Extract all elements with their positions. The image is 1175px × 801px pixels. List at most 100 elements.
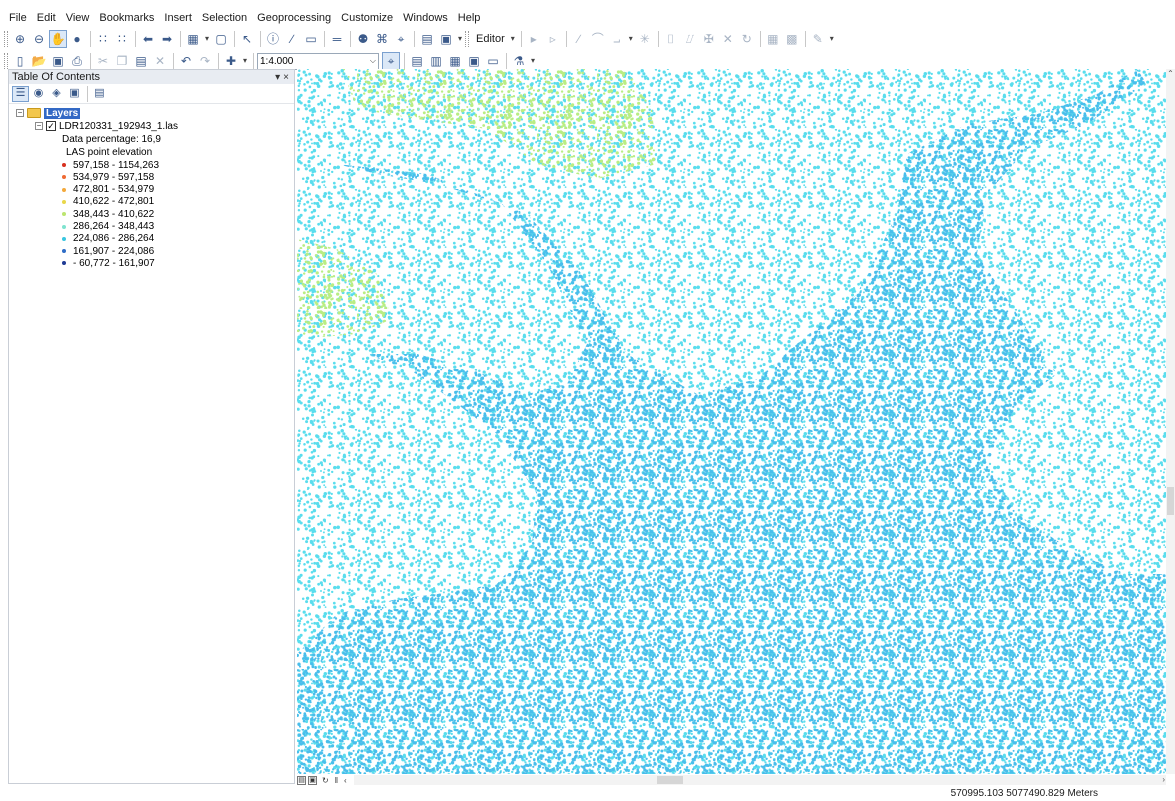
refresh-icon[interactable]: ↻ (322, 775, 329, 785)
clear-selection-icon[interactable]: ▢ (215, 32, 227, 46)
table-of-contents-icon[interactable]: ▤ (411, 54, 423, 68)
list-by-source-icon[interactable]: ◉ (33, 87, 44, 99)
open-icon[interactable]: 📂 (31, 54, 47, 68)
html-popup-icon[interactable]: ▭ (305, 32, 317, 46)
arctoolbox-icon[interactable]: ▣ (468, 54, 480, 68)
legend-item[interactable]: 224,086 - 286,264 (62, 233, 154, 245)
scroll-left-icon[interactable]: ‹ (344, 775, 347, 785)
legend-item[interactable]: 534,979 - 597,158 (62, 171, 154, 183)
full-extent-icon[interactable]: ● (73, 32, 81, 46)
list-by-drawing-order-icon[interactable]: ☰ (12, 85, 29, 102)
edit-annotation-icon[interactable]: ▹ (549, 32, 556, 46)
new-document-icon[interactable]: ▯ (16, 54, 24, 68)
vertex-icon[interactable]: ✳ (639, 32, 650, 46)
collapse-icon[interactable]: − (16, 108, 24, 117)
select-elements-icon[interactable]: ↖ (241, 32, 253, 46)
scroll-right-icon[interactable]: › (1162, 775, 1165, 784)
map-horizontal-scrollbar[interactable]: › (353, 775, 1166, 785)
layers-node-label[interactable]: Layers (44, 107, 81, 119)
construction-dropdown-icon[interactable]: ▾ (628, 34, 633, 43)
select-features-dropdown-icon[interactable]: ▾ (204, 34, 209, 43)
menu-bookmarks[interactable]: Bookmarks (99, 12, 155, 24)
menu-geoprocessing[interactable]: Geoprocessing (257, 12, 332, 24)
legend-item[interactable]: 410,622 - 472,801 (62, 196, 154, 208)
measure-icon[interactable]: ═ (332, 32, 342, 46)
print-icon[interactable]: ⎙ (72, 54, 82, 68)
layer-name[interactable]: LDR120331_192943_1.las (59, 120, 178, 132)
time-slider-icon[interactable]: ▤ (421, 32, 433, 46)
select-features-icon[interactable]: ▦ (187, 32, 199, 46)
vertical-scroll-thumb[interactable] (1167, 487, 1174, 515)
data-view-icon[interactable]: ▤ (297, 775, 306, 785)
sketch-properties-icon[interactable]: ▩ (786, 32, 798, 46)
copy-icon[interactable]: ❐ (116, 54, 128, 68)
delete-icon[interactable]: ✕ (154, 54, 166, 68)
menu-customize[interactable]: Customize (341, 12, 394, 24)
map-display[interactable] (297, 69, 1166, 774)
go-to-xy-icon[interactable]: ⌖ (397, 32, 405, 46)
menu-windows[interactable]: Windows (403, 12, 448, 24)
straight-segment-icon[interactable]: ∕ (577, 32, 580, 46)
edit-tool-icon[interactable]: ▸ (530, 32, 537, 46)
toolbar-options-icon[interactable]: ▾ (457, 34, 462, 43)
layers-node[interactable]: − Layers (16, 107, 81, 119)
menu-selection[interactable]: Selection (201, 12, 248, 24)
map-vertical-scrollbar[interactable]: ⌃ (1166, 69, 1175, 774)
create-viewer-icon[interactable]: ▣ (440, 32, 452, 46)
model-builder-icon[interactable]: ⚗ (513, 54, 525, 68)
editor-menu-button[interactable]: Editor (476, 33, 505, 45)
toolbar-options-icon[interactable]: ▾ (829, 34, 834, 43)
legend-item[interactable]: 472,801 - 534,979 (62, 184, 154, 196)
fixed-zoom-out-icon[interactable]: ∷ (118, 32, 126, 46)
attributes-icon[interactable]: ▦ (767, 32, 779, 46)
fixed-zoom-in-icon[interactable]: ∷ (99, 32, 107, 46)
collapse-icon[interactable]: − (35, 121, 43, 130)
legend-item[interactable]: 348,443 - 410,622 (62, 208, 154, 220)
menu-file[interactable]: File (9, 12, 27, 24)
zoom-out-icon[interactable]: ⊖ (33, 32, 45, 46)
legend-item[interactable]: 161,907 - 224,086 (62, 245, 154, 257)
editor-toolbar-icon[interactable]: ⌖ (382, 52, 400, 70)
scroll-up-icon[interactable]: ⌃ (1167, 69, 1174, 78)
forward-extent-icon[interactable]: ➡ (161, 32, 173, 46)
reshape-icon[interactable]: ⌰ (685, 32, 694, 46)
create-features-icon[interactable]: ✎ (812, 32, 823, 46)
catalog-icon[interactable]: ▥ (430, 54, 442, 68)
cut-icon[interactable]: ✂ (97, 54, 109, 68)
toolbar-grip[interactable] (4, 53, 8, 69)
horizontal-scroll-thumb[interactable] (656, 776, 683, 784)
edit-vertices-icon[interactable]: ⌷ (667, 32, 675, 46)
las-layer-node[interactable]: − ✓ LDR120331_192943_1.las (35, 120, 178, 132)
legend-item[interactable]: - 60,772 - 161,907 (62, 257, 155, 269)
end-point-arc-icon[interactable]: ⌒ (591, 32, 604, 46)
pan-icon[interactable]: ✋ (49, 30, 67, 48)
redo-icon[interactable]: ↷ (199, 54, 211, 68)
toc-options-icon[interactable]: ▤ (94, 87, 105, 99)
add-data-dropdown-icon[interactable]: ▾ (242, 56, 247, 65)
legend-item[interactable]: 597,158 - 1154,263 (62, 159, 159, 171)
identify-icon[interactable]: ⓘ (266, 32, 279, 46)
rotate-icon[interactable]: ↻ (741, 32, 752, 46)
toolbar-grip[interactable] (4, 31, 8, 47)
back-extent-icon[interactable]: ⬅ (142, 32, 154, 46)
menu-help[interactable]: Help (457, 12, 481, 24)
split-icon[interactable]: ✕ (722, 32, 733, 46)
hyperlink-icon[interactable]: ∕ (290, 32, 293, 46)
find-icon[interactable]: ⚉ (357, 32, 369, 46)
list-by-selection-icon[interactable]: ▣ (69, 87, 80, 99)
find-route-icon[interactable]: ⌘ (376, 32, 388, 46)
undo-icon[interactable]: ↶ (180, 54, 192, 68)
python-window-icon[interactable]: ▭ (487, 54, 499, 68)
menu-view[interactable]: View (65, 12, 90, 24)
chevron-down-icon[interactable]: ⌵ (369, 56, 376, 65)
add-data-icon[interactable]: ✚ (225, 54, 237, 68)
legend-item[interactable]: 286,264 - 348,443 (62, 221, 154, 233)
search-icon[interactable]: ▦ (449, 54, 461, 68)
map-scale-combobox[interactable]: 1:4.000 ⌵ (257, 52, 379, 70)
close-icon[interactable]: × (283, 72, 289, 83)
save-icon[interactable]: ▣ (52, 54, 64, 68)
paste-icon[interactable]: ▤ (135, 54, 147, 68)
editor-dropdown-icon[interactable]: ▾ (510, 34, 515, 43)
pin-icon[interactable]: ▾ (275, 72, 281, 83)
pause-drawing-icon[interactable]: ‖ (334, 775, 339, 785)
